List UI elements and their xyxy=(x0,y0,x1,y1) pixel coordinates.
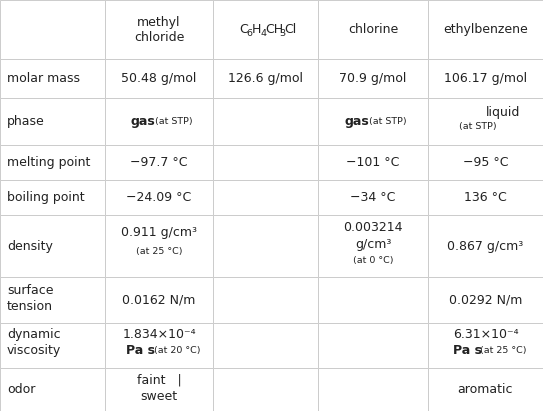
Text: 3: 3 xyxy=(280,29,286,38)
Bar xyxy=(318,59,428,98)
Text: 0.0162 N/m: 0.0162 N/m xyxy=(122,294,195,307)
Bar xyxy=(0,180,105,215)
Bar xyxy=(318,0,428,59)
Bar xyxy=(428,0,543,59)
Text: Cl: Cl xyxy=(285,23,297,36)
Text: 0.911 g/cm³: 0.911 g/cm³ xyxy=(121,226,197,239)
Text: (at 25 °C): (at 25 °C) xyxy=(480,346,527,355)
Text: 0.0292 N/m: 0.0292 N/m xyxy=(449,294,522,307)
Text: surface: surface xyxy=(7,284,54,297)
Bar xyxy=(428,368,543,411)
Bar xyxy=(428,180,543,215)
Bar xyxy=(0,215,105,277)
Bar xyxy=(0,98,105,145)
Text: Pa s: Pa s xyxy=(127,344,155,357)
Text: faint   |: faint | xyxy=(137,374,181,387)
Text: 1.834×10⁻⁴: 1.834×10⁻⁴ xyxy=(122,328,196,341)
Bar xyxy=(318,277,428,323)
Bar xyxy=(0,323,105,368)
Bar xyxy=(318,368,428,411)
Bar xyxy=(318,98,428,145)
Text: 126.6 g/mol: 126.6 g/mol xyxy=(228,72,303,85)
Bar xyxy=(0,145,105,180)
Bar xyxy=(0,368,105,411)
Bar xyxy=(318,323,428,368)
Bar xyxy=(428,277,543,323)
Bar xyxy=(428,323,543,368)
Bar xyxy=(213,215,318,277)
Text: odor: odor xyxy=(7,383,35,396)
Bar xyxy=(0,59,105,98)
Bar xyxy=(213,368,318,411)
Bar xyxy=(213,145,318,180)
Text: sweet: sweet xyxy=(141,390,178,402)
Bar xyxy=(105,145,213,180)
Text: molar mass: molar mass xyxy=(7,72,80,85)
Text: (at 20 °C): (at 20 °C) xyxy=(154,346,200,355)
Text: g/cm³: g/cm³ xyxy=(355,238,391,251)
Bar xyxy=(0,0,105,59)
Text: −101 °C: −101 °C xyxy=(346,156,400,169)
Text: 6.31×10⁻⁴: 6.31×10⁻⁴ xyxy=(453,328,519,341)
Bar xyxy=(213,59,318,98)
Text: chlorine: chlorine xyxy=(348,23,398,36)
Text: H: H xyxy=(251,23,261,36)
Text: 106.17 g/mol: 106.17 g/mol xyxy=(444,72,527,85)
Text: liquid: liquid xyxy=(485,106,520,119)
Text: tension: tension xyxy=(7,300,53,314)
Text: boiling point: boiling point xyxy=(7,191,85,204)
Text: melting point: melting point xyxy=(7,156,90,169)
Text: (at 0 °C): (at 0 °C) xyxy=(353,256,393,265)
Bar xyxy=(213,180,318,215)
Bar xyxy=(105,215,213,277)
Bar xyxy=(428,59,543,98)
Bar xyxy=(105,98,213,145)
Text: 0.003214: 0.003214 xyxy=(343,221,403,234)
Text: (at STP): (at STP) xyxy=(155,117,193,126)
Bar xyxy=(213,98,318,145)
Bar xyxy=(318,215,428,277)
Text: 4: 4 xyxy=(261,29,267,38)
Text: methyl
chloride: methyl chloride xyxy=(134,16,184,44)
Text: −24.09 °C: −24.09 °C xyxy=(127,191,192,204)
Text: density: density xyxy=(7,240,53,253)
Text: 136 °C: 136 °C xyxy=(464,191,507,204)
Bar xyxy=(105,368,213,411)
Text: −97.7 °C: −97.7 °C xyxy=(130,156,188,169)
Text: C: C xyxy=(239,23,248,36)
Text: phase: phase xyxy=(7,115,45,128)
Bar xyxy=(105,323,213,368)
Text: 0.867 g/cm³: 0.867 g/cm³ xyxy=(447,240,523,253)
Text: dynamic: dynamic xyxy=(7,328,61,341)
Bar xyxy=(105,180,213,215)
Bar xyxy=(0,277,105,323)
Bar xyxy=(428,98,543,145)
Bar xyxy=(428,215,543,277)
Text: 70.9 g/mol: 70.9 g/mol xyxy=(339,72,407,85)
Bar xyxy=(213,323,318,368)
Text: 6: 6 xyxy=(247,29,252,38)
Text: aromatic: aromatic xyxy=(458,383,513,396)
Text: (at 25 °C): (at 25 °C) xyxy=(136,247,182,256)
Text: gas: gas xyxy=(131,115,155,128)
Text: gas: gas xyxy=(345,115,369,128)
Bar xyxy=(318,180,428,215)
Text: ethylbenzene: ethylbenzene xyxy=(443,23,528,36)
Text: Pa s: Pa s xyxy=(453,344,482,357)
Text: CH: CH xyxy=(266,23,283,36)
Text: (at STP): (at STP) xyxy=(459,122,496,132)
Text: 50.48 g/mol: 50.48 g/mol xyxy=(121,72,197,85)
Bar xyxy=(213,277,318,323)
Text: (at STP): (at STP) xyxy=(369,117,407,126)
Bar xyxy=(428,145,543,180)
Bar xyxy=(318,145,428,180)
Text: viscosity: viscosity xyxy=(7,344,61,358)
Text: −34 °C: −34 °C xyxy=(350,191,396,204)
Bar xyxy=(105,59,213,98)
Bar xyxy=(105,0,213,59)
Bar xyxy=(213,0,318,59)
Text: −95 °C: −95 °C xyxy=(463,156,508,169)
Bar xyxy=(105,277,213,323)
